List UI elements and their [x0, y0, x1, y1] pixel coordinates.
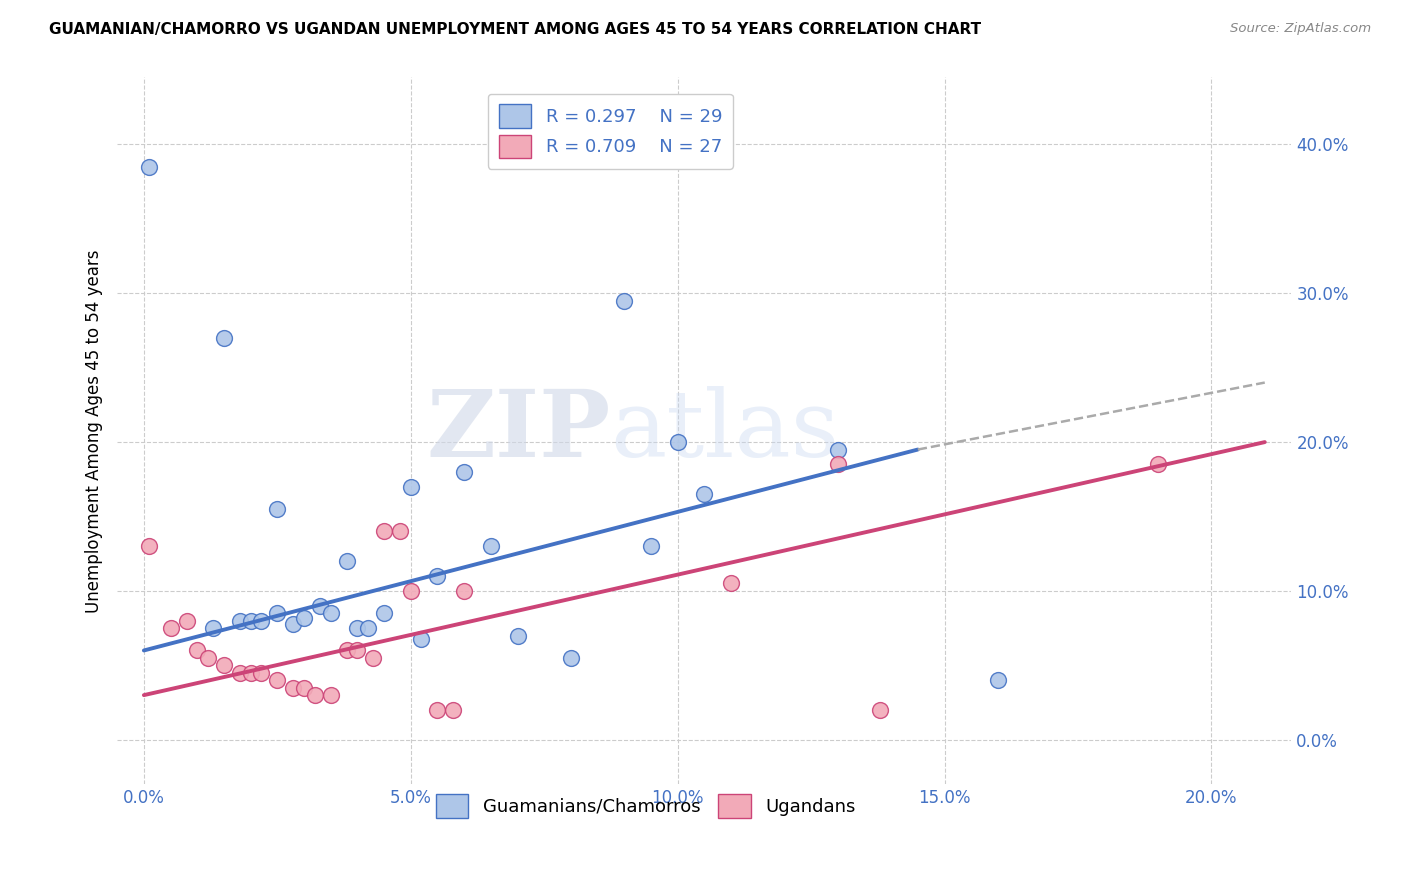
Point [239, 614, 262, 628]
Point [827, 442, 849, 457]
Point [506, 629, 529, 643]
Point [1147, 458, 1170, 472]
Point [304, 688, 326, 702]
Point [987, 673, 1010, 688]
Point [443, 703, 465, 717]
Point [426, 703, 449, 717]
Point [373, 607, 395, 621]
Point [266, 673, 288, 688]
Point [212, 331, 235, 345]
Point [176, 614, 198, 628]
Point [197, 651, 219, 665]
Point [186, 643, 208, 657]
Point [666, 435, 689, 450]
Point [399, 480, 422, 494]
Point [411, 632, 433, 646]
Point [250, 614, 273, 628]
Point [292, 611, 315, 625]
Point [212, 658, 235, 673]
Point [479, 539, 502, 553]
Point [373, 524, 395, 539]
Point [453, 583, 475, 598]
Point [319, 607, 342, 621]
Text: GUAMANIAN/CHAMORRO VS UGANDAN UNEMPLOYMENT AMONG AGES 45 TO 54 YEARS CORRELATION: GUAMANIAN/CHAMORRO VS UGANDAN UNEMPLOYME… [49, 22, 981, 37]
Point [357, 621, 380, 635]
Text: atlas: atlas [610, 386, 839, 476]
Point [283, 681, 305, 695]
Point [426, 569, 449, 583]
Point [560, 651, 582, 665]
Point [309, 599, 332, 613]
Point [336, 643, 359, 657]
Legend: Guamanians/Chamorros, Ugandans: Guamanians/Chamorros, Ugandans [429, 788, 863, 825]
Text: ZIP: ZIP [426, 386, 610, 476]
Point [283, 616, 305, 631]
Point [229, 614, 252, 628]
Point [720, 576, 742, 591]
Point [266, 502, 288, 516]
Point [202, 621, 225, 635]
Point [346, 643, 368, 657]
Point [389, 524, 412, 539]
Point [640, 539, 662, 553]
Point [613, 293, 636, 308]
Point [453, 465, 475, 479]
Point [363, 651, 385, 665]
Text: Source: ZipAtlas.com: Source: ZipAtlas.com [1230, 22, 1371, 36]
Point [138, 160, 160, 174]
Point [292, 681, 315, 695]
Point [693, 487, 716, 501]
Point [336, 554, 359, 568]
Point [266, 607, 288, 621]
Point [229, 665, 252, 680]
Point [239, 665, 262, 680]
Point [399, 583, 422, 598]
Point [138, 539, 160, 553]
Y-axis label: Unemployment Among Ages 45 to 54 years: Unemployment Among Ages 45 to 54 years [86, 249, 103, 613]
Point [869, 703, 891, 717]
Point [319, 688, 342, 702]
Point [159, 621, 181, 635]
Point [346, 621, 368, 635]
Point [827, 458, 849, 472]
Point [250, 665, 273, 680]
